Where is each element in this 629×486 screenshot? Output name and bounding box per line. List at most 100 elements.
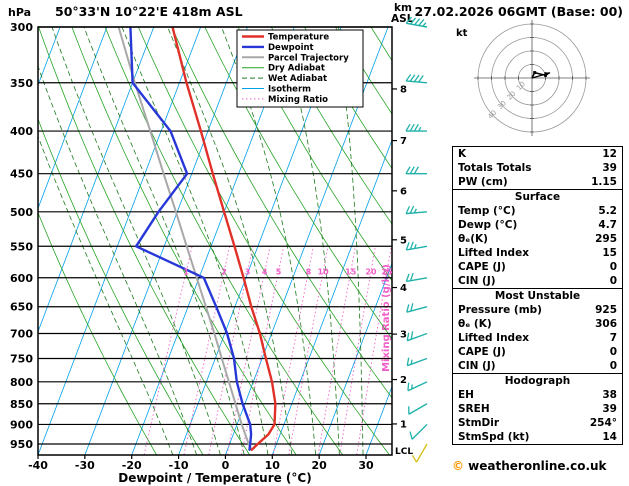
- pressure-tick-label: 750: [10, 352, 33, 365]
- pressure-unit-label: hPa: [8, 6, 32, 19]
- indices-row: Lifted Index 7: [453, 331, 622, 345]
- mixing-ratio-line: [226, 246, 271, 455]
- indices-row: StmDir 254°: [453, 416, 622, 430]
- mixing-ratio-value-label: 25: [381, 268, 393, 277]
- index-value: 0: [609, 261, 617, 273]
- pressure-tick-label: 950: [10, 438, 33, 451]
- legend-label: Parcel Trajectory: [268, 53, 349, 63]
- barb-full: [407, 382, 410, 391]
- index-label: StmDir: [458, 417, 500, 429]
- hodograph-ring-label: 40: [486, 109, 498, 121]
- legend-label: Mixing Ratio: [268, 95, 328, 105]
- indices-box: K 12 Totals Totals 39 PW (cm) 1.15: [452, 146, 623, 190]
- barb-full: [414, 18, 421, 26]
- index-value: 38: [602, 389, 617, 401]
- wet-adiabat-line: [51, 27, 221, 455]
- pressure-tick-label: 350: [10, 77, 33, 90]
- isotherm-line: [38, 27, 202, 455]
- km-tick-label: 5: [400, 235, 407, 246]
- wind-barb-staff: [415, 443, 428, 463]
- sounding-profiles: [117, 27, 277, 451]
- index-value: 0: [609, 360, 617, 372]
- hodograph-ring-label: 10: [515, 80, 527, 92]
- dry-adiabat-line: [370, 27, 392, 62]
- indices-section-title: Hodograph: [504, 375, 571, 387]
- mixing-ratio-line: [317, 246, 356, 455]
- station-title: 50°33'N 10°22'E 418m ASL: [55, 4, 243, 19]
- km-tick-label: 8: [400, 84, 407, 95]
- km-tick-label: 7: [400, 136, 407, 147]
- dry-adiabat-line: [437, 27, 450, 463]
- copyright-footer: © weatheronline.co.uk: [452, 459, 607, 473]
- temp-tick-label: -10: [169, 459, 189, 472]
- index-value: 254°: [589, 417, 617, 429]
- barb-full: [405, 74, 412, 82]
- pressure-tick-label: 900: [10, 418, 33, 431]
- km-tick-label: 3: [400, 330, 407, 341]
- mixing-ratio-value-label: 10: [318, 268, 330, 277]
- mixing-ratio-line: [272, 246, 314, 455]
- barb-full: [409, 205, 415, 214]
- index-value: 5.2: [598, 205, 617, 217]
- temp-tick-label: -20: [122, 459, 142, 472]
- isotherm-line: [318, 262, 392, 455]
- isotherm-line: [38, 27, 155, 333]
- copyright-site: weatheronline.co.uk: [464, 459, 607, 473]
- index-label: Lifted Index: [458, 247, 529, 259]
- lcl-label: LCL: [395, 447, 413, 457]
- index-label: Dewp (°C): [458, 219, 518, 231]
- temp-tick-label: 20: [312, 459, 328, 472]
- barb-full: [418, 75, 424, 83]
- indices-row: PW (cm) 1.15: [453, 175, 622, 189]
- index-value: 4.7: [598, 219, 617, 231]
- legend-label: Isotherm: [268, 85, 311, 95]
- barb-full: [409, 123, 415, 132]
- wind-barb-column: [405, 16, 428, 463]
- indices-box: Most Unstable Pressure (mb) 925 θₑ (K) 306 Li…: [452, 288, 623, 374]
- pressure-tick-label: 800: [10, 376, 33, 389]
- x-axis-title: Dewpoint / Temperature (°C): [118, 471, 312, 485]
- indices-row: Dewp (°C) 4.7: [453, 218, 622, 232]
- barb-full: [410, 331, 414, 340]
- indices-row: Temp (°C) 5.2: [453, 204, 622, 218]
- barb-full: [406, 357, 410, 366]
- barb-full: [409, 241, 414, 250]
- indices-row: Lifted Index 15: [453, 246, 622, 260]
- indices-row: θₑ (K) 306: [453, 317, 622, 331]
- hodograph-kt-label: kt: [456, 28, 468, 39]
- index-value: 306: [595, 318, 617, 330]
- barb-full: [410, 303, 414, 312]
- index-label: Lifted Index: [458, 332, 529, 344]
- barb-half: [413, 244, 417, 249]
- indices-box: Surface Temp (°C) 5.2 Dewp (°C) 4.7 θₑ(K) 295 L…: [452, 189, 623, 289]
- barb-full: [405, 123, 411, 132]
- indices-row: Totals Totals 39: [453, 161, 622, 175]
- indices-section-title: Most Unstable: [494, 290, 581, 302]
- mixing-ratio-value-label: 3: [245, 268, 251, 277]
- barb-full: [409, 431, 413, 440]
- index-value: 0: [609, 346, 617, 358]
- index-label: CIN (J): [458, 360, 496, 372]
- pressure-tick-label: 600: [10, 272, 33, 285]
- index-label: Totals Totals: [458, 162, 532, 174]
- index-label: PW (cm): [458, 176, 508, 188]
- barb-full: [409, 17, 417, 25]
- indices-row: SREH 39: [453, 402, 622, 416]
- pressure-tick-label: 500: [10, 206, 33, 219]
- index-label: StmSpd (kt): [458, 431, 530, 443]
- mixing-ratio-value-label: 20: [365, 268, 377, 277]
- index-label: K: [458, 148, 467, 160]
- index-value: 39: [602, 162, 617, 174]
- barb-full: [406, 304, 410, 313]
- mixing-ratio-value-label: 8: [306, 268, 312, 277]
- wind-barb-staff: [411, 423, 428, 440]
- index-label: θₑ (K): [458, 318, 492, 330]
- barb-full: [413, 74, 420, 83]
- barb-full: [409, 272, 414, 281]
- mixing-ratio-value-label: 2: [221, 268, 227, 277]
- mixing-ratio-line: [208, 246, 254, 455]
